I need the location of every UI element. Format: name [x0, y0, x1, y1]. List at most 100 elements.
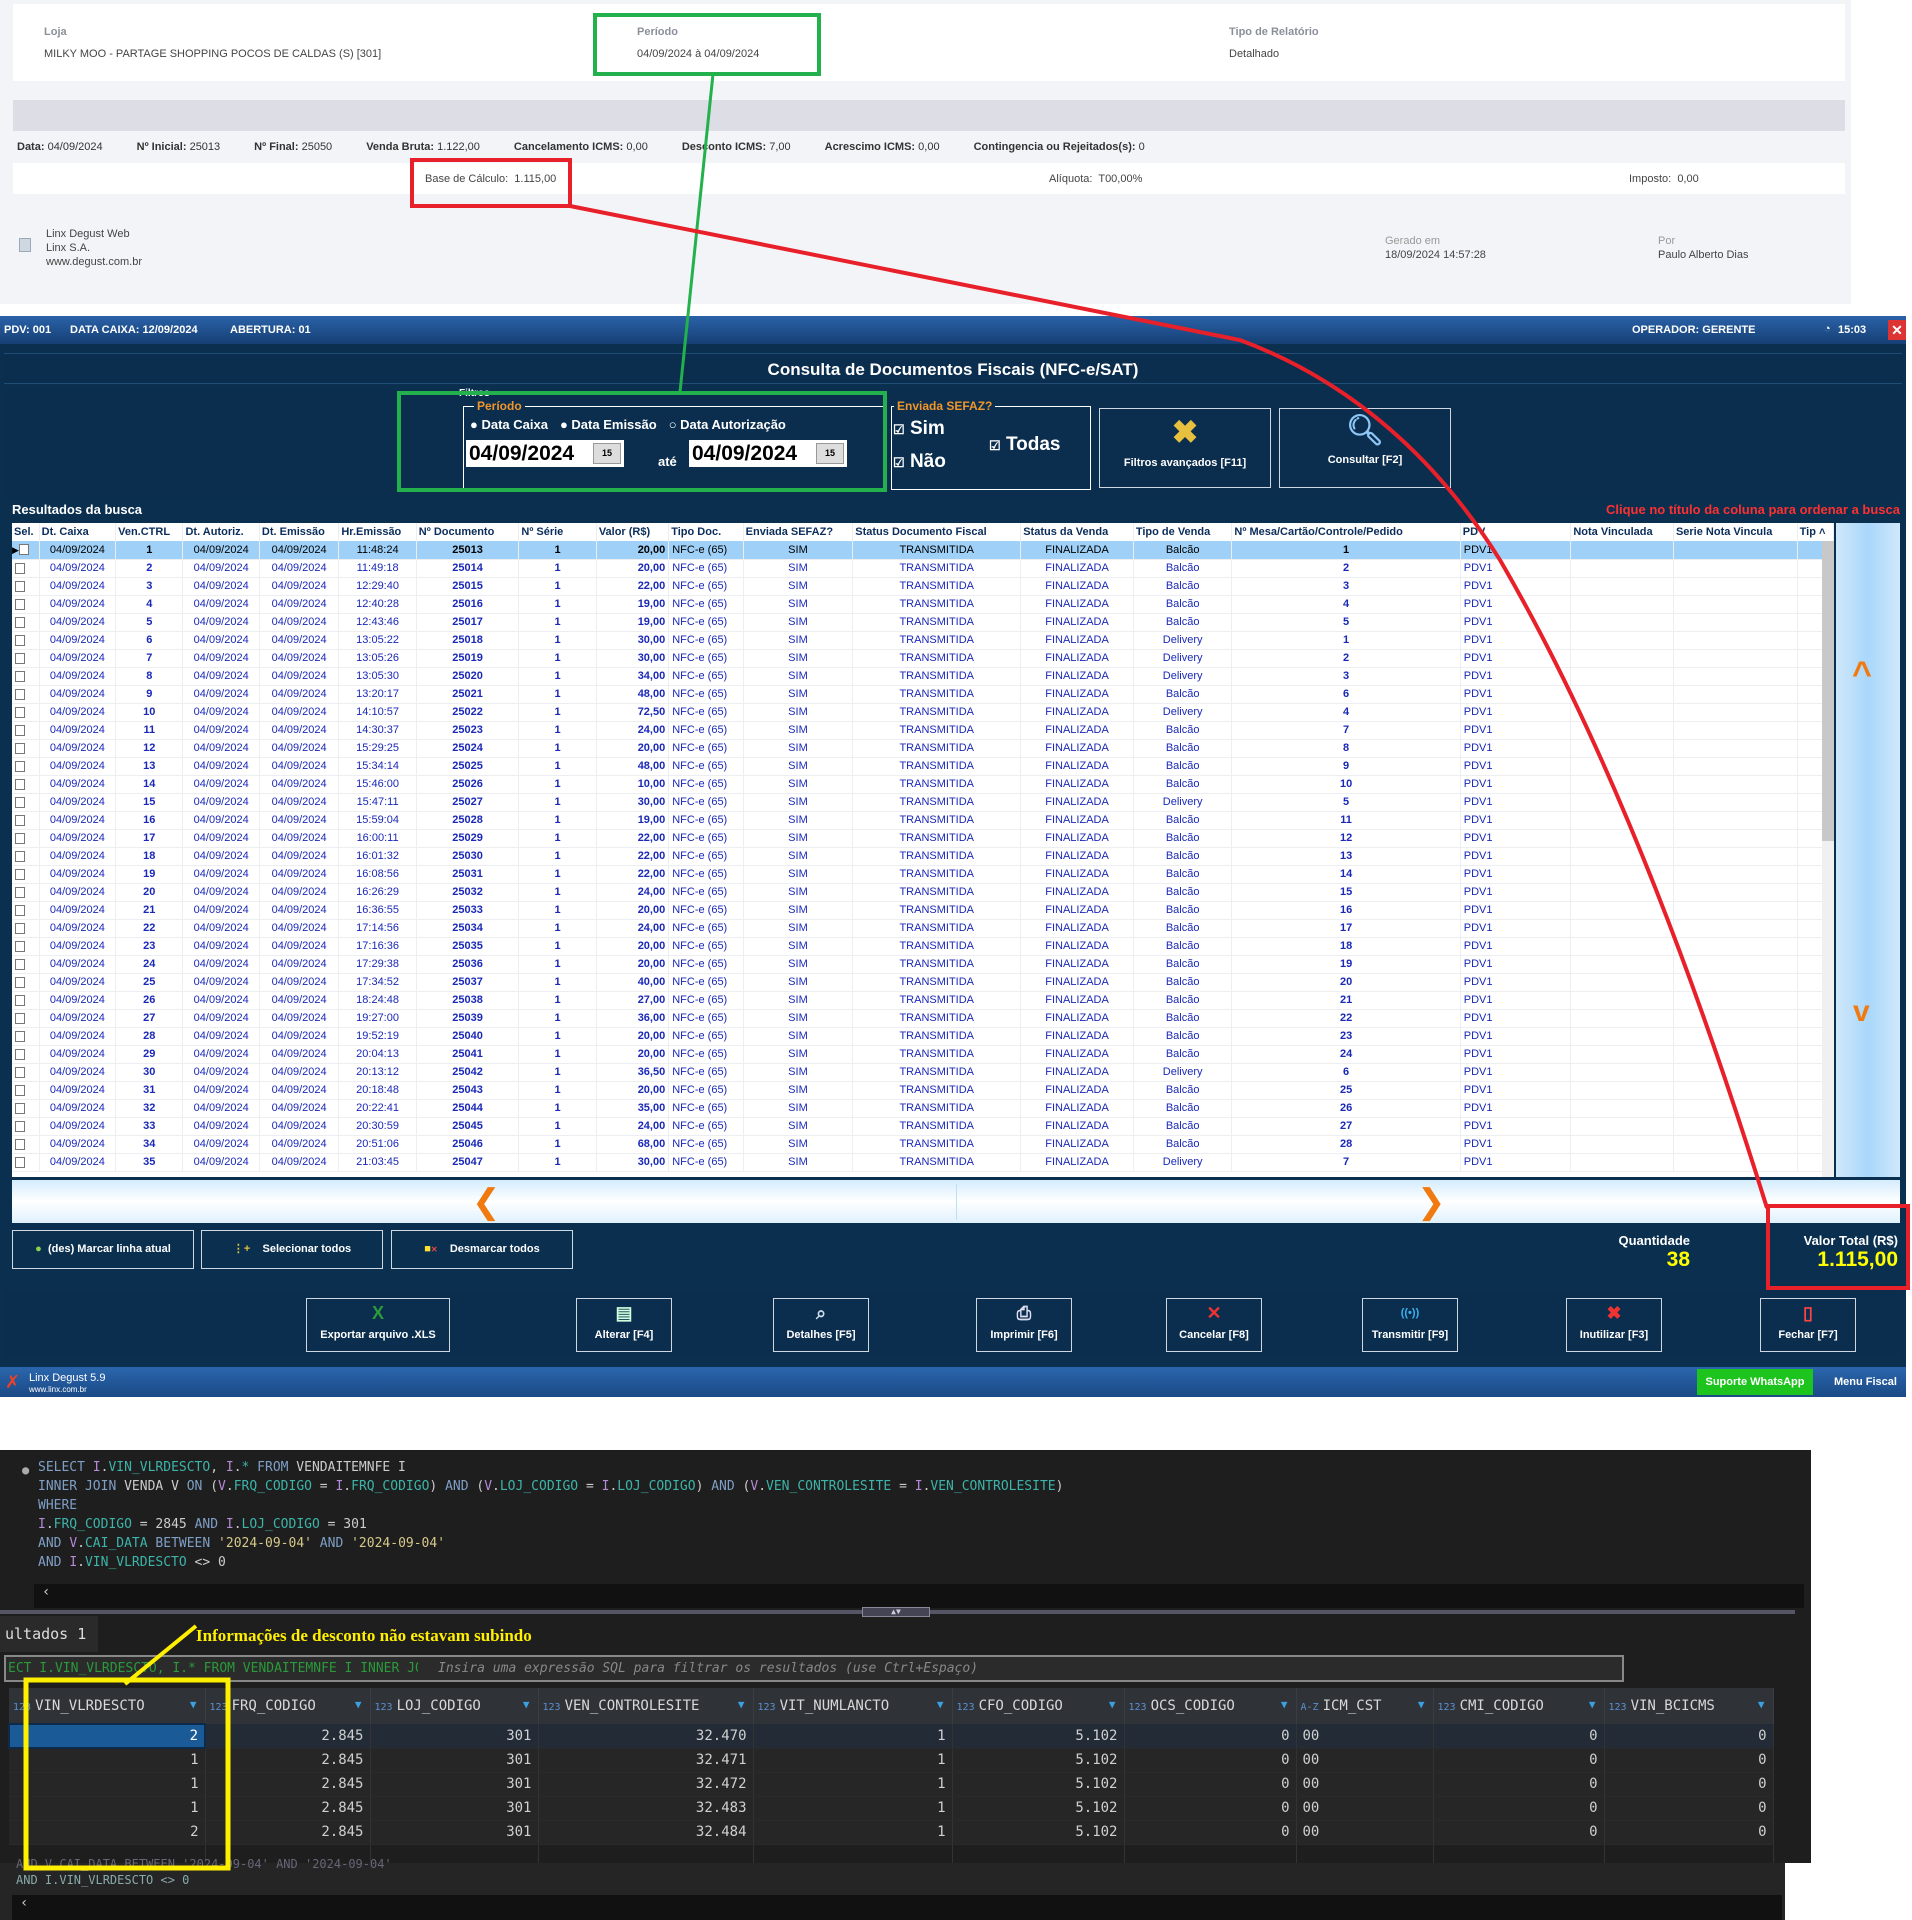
sort-filter-icon[interactable]: ▼: [737, 1698, 745, 1711]
result-cell[interactable]: 1: [753, 1748, 953, 1773]
sefaz-todas-checkbox[interactable]: ☑ Todas: [989, 434, 1060, 456]
row-checkbox[interactable]: [15, 616, 25, 628]
row-select-cell[interactable]: [12, 937, 40, 956]
row-select-cell[interactable]: [12, 631, 40, 650]
table-row[interactable]: 04/09/2024 9 04/09/2024 04/09/2024 13:20:17 2…: [12, 685, 1834, 704]
row-checkbox[interactable]: [15, 886, 25, 898]
table-row[interactable]: 04/09/2024 13 04/09/2024 04/09/2024 15:34:14…: [12, 757, 1834, 776]
tab-resultados[interactable]: ultados 1 ✕: [0, 1616, 98, 1679]
table-row[interactable]: 04/09/2024 10 04/09/2024 04/09/2024 14:10:57…: [12, 703, 1834, 722]
row-checkbox[interactable]: [15, 778, 25, 790]
scroll-left-icon[interactable]: ‹: [12, 1895, 1782, 1920]
result-row[interactable]: 1 2.845 301 32.471 1 5.102 0 00 0 0: [9, 1748, 1774, 1773]
result-cell[interactable]: 32.483: [538, 1796, 754, 1821]
result-row[interactable]: 2 2.845 301 32.470 1 5.102 0 00 0 0: [8, 1723, 1774, 1749]
cancel-button[interactable]: ✕ Cancelar [F8]: [1166, 1298, 1262, 1352]
sort-filter-icon[interactable]: ▼: [522, 1698, 530, 1711]
row-select-cell[interactable]: [12, 577, 40, 596]
row-select-cell[interactable]: [12, 721, 40, 740]
date-to-input[interactable]: 04/09/2024 15: [689, 440, 847, 467]
radio-data-caixa[interactable]: ● Data Caixa: [470, 417, 548, 432]
result-cell[interactable]: 00: [1296, 1772, 1434, 1797]
result-column-header[interactable]: 123 VIN_BCICMS ▼: [1604, 1688, 1774, 1724]
table-row[interactable]: 04/09/2024 23 04/09/2024 04/09/2024 17:16:36…: [12, 937, 1834, 956]
result-cell[interactable]: 301: [370, 1796, 539, 1821]
table-row[interactable]: 04/09/2024 18 04/09/2024 04/09/2024 16:01:32…: [12, 847, 1834, 866]
sort-filter-icon[interactable]: ▼: [1280, 1698, 1288, 1711]
column-header[interactable]: Serie Nota Vincula: [1673, 523, 1798, 541]
scrollbar-thumb[interactable]: [1822, 541, 1834, 841]
table-row[interactable]: 04/09/2024 12 04/09/2024 04/09/2024 15:29:25…: [12, 739, 1834, 758]
row-select-cell[interactable]: [12, 703, 40, 722]
table-row[interactable]: 04/09/2024 25 04/09/2024 04/09/2024 17:34:52…: [12, 973, 1834, 992]
column-header[interactable]: Dt. Emissão: [259, 523, 340, 541]
row-checkbox[interactable]: [15, 670, 25, 682]
result-cell[interactable]: 0: [1604, 1796, 1774, 1821]
row-select-cell[interactable]: [12, 1045, 40, 1064]
result-cell[interactable]: 00: [1296, 1724, 1434, 1749]
result-cell[interactable]: 0: [1124, 1772, 1297, 1797]
table-row[interactable]: 04/09/2024 4 04/09/2024 04/09/2024 12:40:28 2…: [12, 595, 1834, 614]
result-cell[interactable]: 2.845: [205, 1724, 371, 1749]
result-column-header[interactable]: 123 VEN_CONTROLESITE ▼: [538, 1688, 754, 1724]
row-checkbox[interactable]: [15, 1120, 25, 1132]
row-checkbox[interactable]: [15, 1048, 25, 1060]
row-select-cell[interactable]: [12, 847, 40, 866]
table-row[interactable]: 04/09/2024 35 04/09/2024 04/09/2024 21:03:45…: [12, 1153, 1834, 1172]
result-cell[interactable]: 32.472: [538, 1772, 754, 1797]
close-app-icon[interactable]: ✕: [1888, 320, 1906, 340]
filtros-avancados-button[interactable]: ✖ Filtros avançados [F11]: [1099, 408, 1271, 488]
edit-button[interactable]: ▤ Alterar [F4]: [576, 1298, 672, 1352]
column-header[interactable]: Tip ˄: [1797, 523, 1834, 541]
row-checkbox[interactable]: [15, 634, 25, 646]
selecionar-todos-button[interactable]: ⋮+ Selecionar todos: [201, 1230, 383, 1269]
row-select-cell[interactable]: [12, 883, 40, 902]
result-cell[interactable]: 32.484: [538, 1820, 754, 1845]
result-cell[interactable]: 0: [1433, 1724, 1605, 1749]
table-row[interactable]: 04/09/2024 11 04/09/2024 04/09/2024 14:30:37…: [12, 721, 1834, 740]
result-cell[interactable]: 0: [1124, 1796, 1297, 1821]
sort-filter-icon[interactable]: ▼: [1757, 1698, 1765, 1711]
sort-filter-icon[interactable]: ▼: [1108, 1698, 1116, 1711]
row-select-cell[interactable]: [12, 667, 40, 686]
menu-fiscal-button[interactable]: Menu Fiscal: [1834, 1376, 1897, 1388]
result-cell[interactable]: 0: [1604, 1748, 1774, 1773]
details-button[interactable]: ⌕ Detalhes [F5]: [773, 1298, 869, 1352]
date-from-input[interactable]: 04/09/2024 15: [466, 440, 624, 467]
row-checkbox[interactable]: [15, 796, 25, 808]
sefaz-sim-checkbox[interactable]: ☑ Sim: [893, 418, 945, 440]
column-header[interactable]: Nº Documento: [416, 523, 520, 541]
table-row[interactable]: ▶ 04/09/2024 1 04/09/2024 04/09/2024 11:48:24…: [12, 541, 1834, 560]
column-header[interactable]: Nº Série: [518, 523, 597, 541]
table-row[interactable]: 04/09/2024 30 04/09/2024 04/09/2024 20:13:12…: [12, 1063, 1834, 1082]
result-column-header[interactable]: 123 LOJ_CODIGO ▼: [370, 1688, 539, 1724]
column-header[interactable]: Dt. Autoriz.: [182, 523, 260, 541]
row-checkbox[interactable]: [15, 688, 25, 700]
row-checkbox[interactable]: [15, 1084, 25, 1096]
column-header[interactable]: Dt. Caixa: [39, 523, 117, 541]
row-checkbox[interactable]: [15, 940, 25, 952]
row-select-cell[interactable]: [12, 613, 40, 632]
row-select-cell[interactable]: [12, 991, 40, 1010]
row-select-cell[interactable]: [12, 919, 40, 938]
table-row[interactable]: 04/09/2024 26 04/09/2024 04/09/2024 18:24:48…: [12, 991, 1834, 1010]
row-select-cell[interactable]: [12, 1063, 40, 1082]
table-row[interactable]: 04/09/2024 22 04/09/2024 04/09/2024 17:14:56…: [12, 919, 1834, 938]
row-select-cell[interactable]: [12, 1009, 40, 1028]
result-cell[interactable]: 1: [753, 1724, 953, 1749]
row-checkbox[interactable]: [15, 562, 25, 574]
result-column-header[interactable]: 123 CMI_CODIGO ▼: [1433, 1688, 1605, 1724]
column-header[interactable]: Ven.CTRL: [115, 523, 184, 541]
row-select-cell[interactable]: [12, 775, 40, 794]
result-cell[interactable]: 0: [1124, 1820, 1297, 1845]
next-page-icon[interactable]: ❯: [1417, 1183, 1446, 1221]
calendar-icon[interactable]: 15: [816, 443, 844, 464]
row-select-cell[interactable]: [12, 1117, 40, 1136]
row-checkbox[interactable]: [15, 742, 25, 754]
result-row[interactable]: 1 2.845 301 32.483 1 5.102 0 00 0 0: [9, 1796, 1774, 1821]
result-cell[interactable]: 301: [370, 1772, 539, 1797]
row-checkbox[interactable]: [15, 1156, 25, 1168]
row-select-cell[interactable]: [12, 1135, 40, 1154]
sort-filter-icon[interactable]: ▼: [1417, 1698, 1425, 1711]
row-checkbox[interactable]: [15, 832, 25, 844]
